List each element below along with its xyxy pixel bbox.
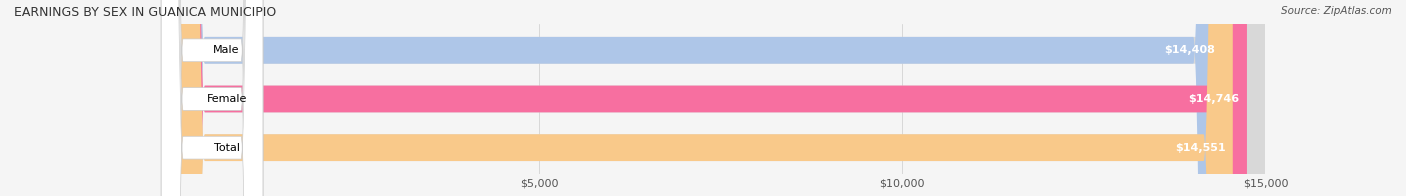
Text: $14,746: $14,746 xyxy=(1188,94,1240,104)
FancyBboxPatch shape xyxy=(162,0,263,196)
Text: EARNINGS BY SEX IN GUANICA MUNICIPIO: EARNINGS BY SEX IN GUANICA MUNICIPIO xyxy=(14,6,277,19)
Text: Source: ZipAtlas.com: Source: ZipAtlas.com xyxy=(1281,6,1392,16)
FancyBboxPatch shape xyxy=(162,0,263,196)
Text: Female: Female xyxy=(207,94,247,104)
FancyBboxPatch shape xyxy=(162,0,263,196)
FancyBboxPatch shape xyxy=(176,0,1233,196)
FancyBboxPatch shape xyxy=(176,0,1265,196)
Text: Male: Male xyxy=(214,45,240,55)
FancyBboxPatch shape xyxy=(176,0,1222,196)
Text: $14,408: $14,408 xyxy=(1164,45,1215,55)
FancyBboxPatch shape xyxy=(176,0,1247,196)
Text: Total: Total xyxy=(214,143,239,153)
FancyBboxPatch shape xyxy=(176,0,1265,196)
FancyBboxPatch shape xyxy=(176,0,1265,196)
Text: $14,551: $14,551 xyxy=(1175,143,1226,153)
